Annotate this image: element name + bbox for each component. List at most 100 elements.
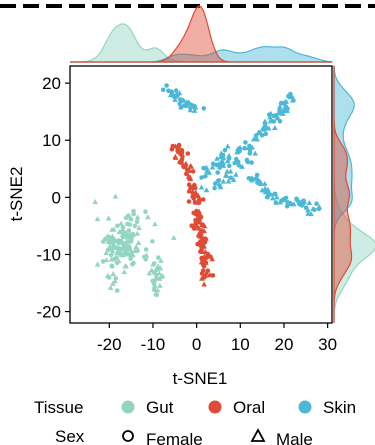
data-point — [210, 161, 216, 167]
right-density-oral — [333, 66, 353, 323]
data-point — [132, 223, 138, 229]
data-point — [120, 234, 126, 240]
data-point — [308, 211, 314, 217]
data-point — [114, 288, 120, 293]
data-point — [118, 238, 125, 244]
data-point — [154, 267, 160, 273]
data-point — [247, 151, 253, 156]
data-point — [224, 158, 231, 164]
data-point — [249, 160, 254, 165]
x-tick-label: -20 — [97, 335, 122, 354]
y-tick-label: -10 — [36, 245, 61, 264]
data-point — [136, 224, 142, 230]
data-point — [159, 274, 165, 280]
data-point — [262, 185, 269, 191]
data-point — [305, 207, 311, 213]
data-point — [114, 260, 120, 266]
data-point — [126, 228, 132, 233]
data-point — [267, 192, 273, 197]
y-tick-label: -20 — [36, 303, 61, 322]
data-point — [143, 252, 150, 258]
data-point — [203, 237, 209, 242]
data-point — [301, 200, 306, 206]
data-point — [133, 244, 139, 250]
data-point — [146, 270, 153, 276]
data-point — [236, 163, 242, 168]
data-point — [105, 215, 112, 221]
data-point — [206, 169, 213, 175]
data-point — [107, 284, 114, 290]
data-point — [122, 263, 128, 269]
data-point — [226, 152, 232, 158]
data-point — [135, 239, 142, 246]
data-point — [135, 248, 140, 253]
plot-panel — [69, 65, 333, 324]
data-point — [184, 171, 189, 177]
data-point — [191, 107, 198, 113]
data-point — [177, 101, 182, 107]
right-marginal-density — [333, 65, 375, 323]
top-density-oral — [70, 5, 332, 63]
data-point — [303, 205, 309, 210]
data-point — [181, 97, 187, 103]
data-point — [271, 119, 277, 124]
data-point — [265, 125, 272, 131]
data-point — [273, 191, 278, 197]
data-point — [316, 204, 323, 210]
data-point — [152, 221, 158, 227]
data-point — [143, 256, 148, 262]
data-point — [203, 187, 210, 193]
data-point — [172, 143, 179, 149]
data-point — [253, 135, 260, 141]
data-point — [109, 233, 116, 239]
legend-male-label: Male — [276, 430, 313, 445]
data-point — [200, 222, 205, 227]
data-point — [108, 252, 114, 258]
data-point — [164, 83, 169, 88]
x-axis: -20 -10 0 10 20 30 — [97, 323, 337, 354]
data-point — [114, 250, 120, 256]
data-point — [188, 105, 193, 111]
data-point — [119, 246, 124, 252]
data-point — [160, 87, 166, 93]
data-point — [198, 184, 205, 190]
data-point — [154, 292, 159, 298]
data-point — [243, 140, 248, 145]
data-point — [143, 247, 149, 252]
data-point — [265, 186, 271, 192]
data-point — [103, 250, 110, 256]
data-point — [202, 248, 209, 255]
data-point — [274, 194, 280, 200]
data-point — [196, 220, 202, 225]
legend-oral-key — [208, 400, 222, 414]
legend-sex: Sex Female Male — [55, 427, 313, 445]
data-point — [230, 176, 237, 182]
data-point — [125, 251, 132, 257]
data-point — [156, 275, 163, 281]
data-point — [278, 100, 284, 106]
legend-skin-label: Skin — [323, 398, 356, 417]
data-point — [114, 255, 119, 261]
data-point — [193, 189, 199, 196]
data-point — [131, 211, 136, 217]
data-point — [187, 175, 193, 181]
data-point — [209, 164, 216, 170]
x-tick-label: 0 — [192, 335, 201, 354]
data-point — [151, 261, 157, 266]
legend-gut-label: Gut — [146, 398, 174, 417]
top-marginal-density — [70, 5, 333, 63]
data-point — [254, 172, 260, 178]
scatter-points — [92, 83, 323, 298]
data-point — [110, 270, 116, 277]
data-point — [193, 221, 199, 227]
data-point — [199, 275, 205, 281]
data-point — [190, 169, 196, 174]
data-point — [189, 223, 194, 228]
data-point — [200, 197, 206, 202]
data-point — [269, 195, 276, 201]
data-point — [185, 151, 191, 156]
data-point — [121, 269, 128, 275]
x-tick-label: 20 — [275, 335, 294, 354]
data-point — [284, 108, 290, 114]
data-point — [106, 244, 113, 250]
